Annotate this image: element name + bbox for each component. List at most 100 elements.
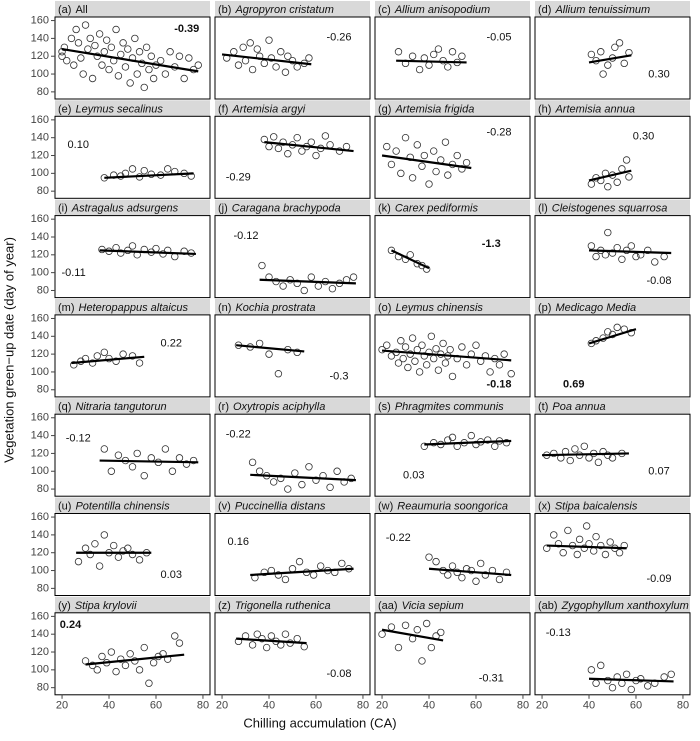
regression-line	[424, 439, 512, 446]
data-point	[411, 357, 419, 365]
plot-box	[374, 215, 531, 299]
x-tick-label: 60	[630, 700, 642, 712]
data-point	[305, 463, 313, 471]
data-point	[253, 630, 261, 638]
data-point	[615, 39, 624, 47]
data-point	[613, 178, 621, 186]
data-point	[81, 21, 90, 29]
panel-strip	[215, 100, 370, 117]
data-point	[592, 532, 600, 541]
slope-annotation: 0.10	[68, 139, 89, 151]
data-point	[260, 568, 269, 577]
data-point	[573, 550, 581, 559]
slope-annotation: -0.12	[233, 230, 258, 242]
data-point	[550, 449, 558, 458]
panel-strip	[535, 398, 690, 415]
data-point	[124, 544, 132, 552]
data-point	[613, 243, 621, 252]
data-point	[126, 79, 134, 87]
panel-title: (d) Allium tenuissimum	[538, 4, 650, 16]
data-point	[93, 666, 101, 674]
data-point	[175, 639, 184, 647]
data-point	[430, 354, 438, 363]
panel-species: Stipa baicalensis	[555, 500, 638, 512]
data-point	[305, 54, 313, 62]
data-point	[422, 361, 431, 369]
data-point	[119, 39, 127, 47]
regression-line	[221, 53, 312, 66]
data-point	[448, 433, 457, 442]
data-point	[258, 634, 266, 643]
panel-title: (c) Allium anisopodium	[378, 4, 490, 16]
plot-box	[54, 115, 211, 199]
panel-title: (q) Nitraria tangutorun	[58, 401, 167, 413]
data-point	[458, 343, 466, 351]
data-point	[604, 228, 612, 237]
data-point	[234, 61, 243, 69]
data-point	[627, 685, 635, 694]
data-point	[281, 68, 290, 76]
data-point	[427, 332, 436, 340]
slope-annotation: -0.3	[330, 370, 349, 382]
panel-strip	[535, 298, 690, 315]
slope-annotation: 0.03	[403, 470, 424, 482]
plot-box	[534, 513, 691, 596]
panel-species: Artemisia argyi	[231, 103, 305, 115]
panel-species: Carex pediformis	[395, 203, 479, 215]
panel-label: (u)	[58, 500, 71, 512]
data-point	[425, 348, 433, 357]
data-point	[437, 628, 445, 637]
panel-strip	[55, 298, 210, 315]
panel-species: Zygophyllum xanthoxylum	[561, 600, 689, 612]
data-point	[432, 557, 440, 566]
panel-title: (z) Trigonella ruthenica	[218, 600, 331, 612]
panel-strip	[535, 596, 690, 613]
y-tick-label: 100	[31, 267, 49, 279]
data-point	[95, 562, 104, 570]
data-point	[580, 544, 589, 552]
data-point	[128, 352, 137, 360]
data-point	[597, 48, 605, 56]
data-point	[119, 350, 127, 358]
panel-strip	[535, 497, 690, 514]
data-point	[408, 52, 417, 60]
data-point	[476, 559, 485, 568]
y-tick-label: 160	[31, 14, 49, 26]
data-point	[404, 363, 412, 372]
data-point	[161, 70, 170, 78]
data-point	[255, 339, 264, 348]
plot-box	[54, 314, 211, 398]
panel-label: (n)	[218, 302, 231, 314]
data-point	[458, 52, 466, 60]
data-point	[277, 48, 285, 56]
panel-species: Artemisia annua	[554, 103, 635, 115]
regression-line	[588, 54, 632, 64]
data-point	[260, 59, 269, 68]
data-point	[627, 242, 635, 250]
panel-title: (p) Medicago Media	[538, 302, 636, 314]
data-point	[582, 522, 591, 530]
plot-box	[374, 513, 531, 596]
data-point	[566, 456, 574, 465]
data-point	[277, 474, 285, 483]
panel-species: Reaumuria soongorica	[397, 500, 508, 512]
data-point	[611, 43, 619, 52]
x-tick-label: 20	[536, 700, 548, 712]
data-point	[401, 621, 410, 629]
data-point	[246, 39, 254, 47]
regression-line	[381, 349, 512, 362]
data-point	[458, 573, 466, 582]
data-point	[274, 144, 283, 153]
data-point	[597, 661, 605, 670]
x-tick-label: 60	[310, 700, 322, 712]
data-point	[128, 242, 137, 250]
plot-box	[54, 413, 211, 497]
y-tick-label: 80	[37, 86, 49, 98]
data-point	[100, 348, 109, 357]
y-tick-label: 160	[31, 312, 49, 324]
data-point	[618, 255, 626, 263]
data-point	[262, 643, 271, 652]
data-point	[270, 478, 278, 486]
slope-annotation: -0.26	[326, 31, 351, 43]
data-point	[502, 439, 511, 447]
